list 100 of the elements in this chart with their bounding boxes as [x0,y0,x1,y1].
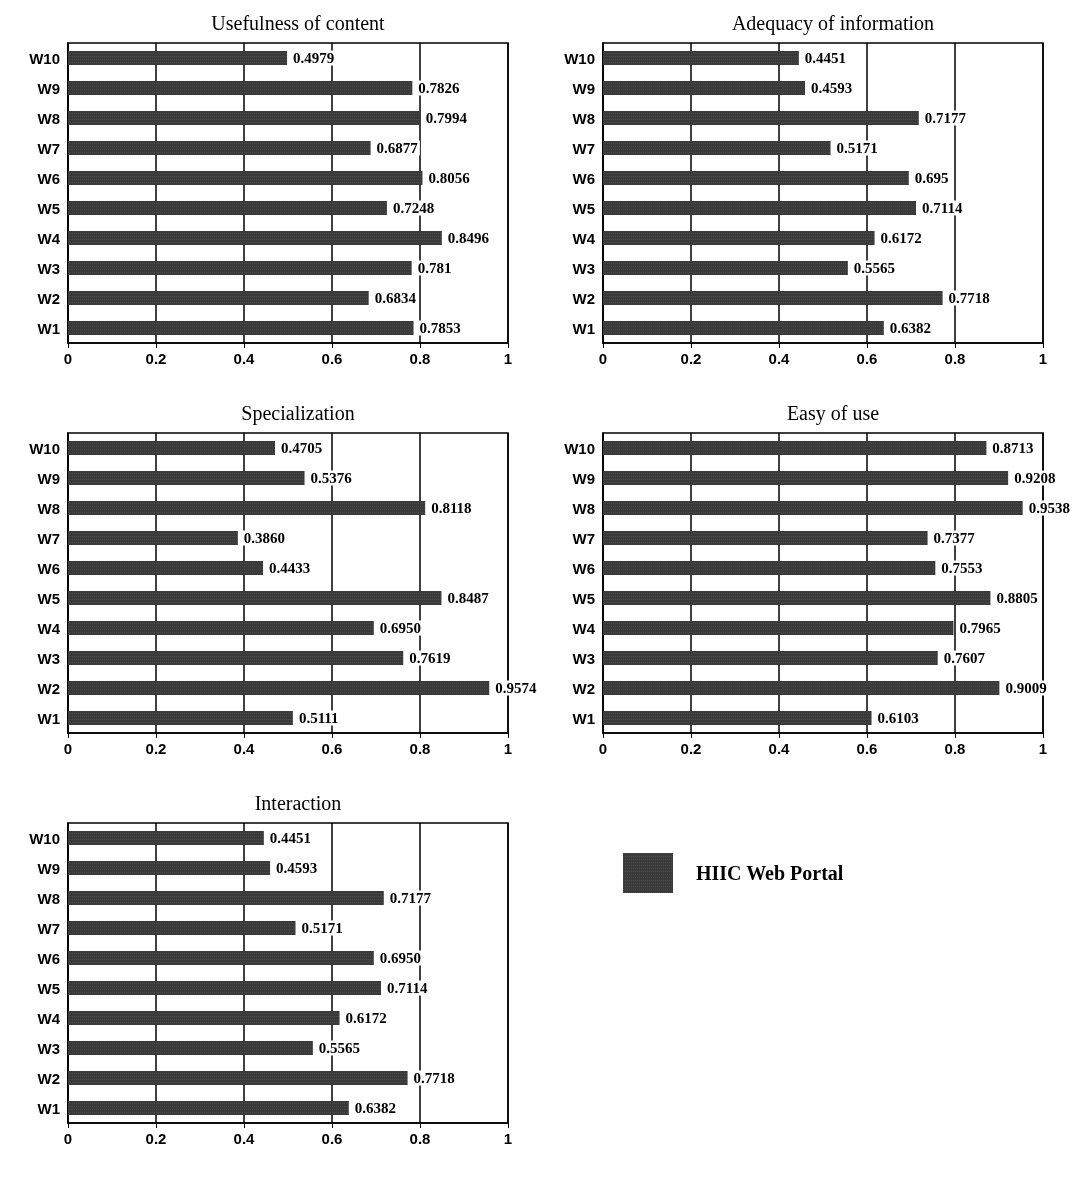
data-label: 0.7177 [924,110,967,126]
data-label: 0.7114 [387,980,428,996]
data-label: 0.7994 [425,110,468,126]
y-tick-label: W2 [37,289,60,307]
chart-title: Specialization [241,402,355,425]
data-label: 0.7607 [943,650,986,666]
data-label: 0.7965 [959,620,1001,636]
y-tick-label: W7 [37,529,60,547]
x-tick-label: 1 [503,1130,513,1147]
y-tick-label: W4 [37,229,61,247]
data-label: 0.8713 [992,440,1034,456]
x-tick-label: 0.8 [409,740,431,757]
x-tick-label: 0.4 [233,350,256,367]
y-tick-label: W3 [572,259,595,277]
x-tick-label: 0.4 [768,740,791,757]
x-tick-label: 0.2 [145,1130,167,1147]
y-tick-label: W9 [37,79,60,97]
y-tick-label: W2 [37,1069,60,1087]
y-tick-label: W5 [572,199,595,217]
data-label: 0.6172 [880,230,922,246]
y-tick-label: W4 [572,229,596,247]
y-tick-label: W6 [572,559,595,577]
y-tick-label: W10 [29,829,60,847]
y-tick-label: W3 [37,259,60,277]
data-label: 0.4433 [269,560,311,576]
y-tick-label: W8 [37,109,60,127]
data-label: 0.9574 [495,680,538,696]
x-tick-label: 0.6 [856,350,878,367]
data-label: 0.7619 [409,650,451,666]
data-label: 0.7248 [392,200,435,216]
y-tick-label: W1 [37,709,60,727]
y-tick-label: W4 [37,619,61,637]
y-tick-label: W1 [37,319,60,337]
data-label: 0.8487 [447,590,490,606]
chart-title: Adequacy of information [731,12,935,35]
x-tick-label: 0.8 [944,740,966,757]
y-tick-label: W7 [572,139,595,157]
y-tick-label: W5 [572,589,595,607]
x-tick-label: 0.6 [321,350,343,367]
x-tick-label: 1 [1038,740,1048,757]
x-tick-label: 0.4 [233,1130,256,1147]
y-tick-label: W10 [564,49,595,67]
data-label: 0.4451 [804,50,847,66]
data-label: 0.5111 [298,710,339,726]
data-label: 0.6382 [354,1100,397,1116]
data-label: 0.8118 [431,500,472,516]
data-label: 0.5565 [318,1040,361,1056]
data-label: 0.5171 [301,920,343,936]
data-label: 0.4593 [811,80,853,96]
y-tick-label: W10 [564,439,595,457]
x-tick-label: 0.6 [856,740,878,757]
y-tick-label: W6 [37,949,60,967]
data-label: 0.6382 [889,320,932,336]
data-label: 0.5565 [853,260,896,276]
data-label: 0.4979 [293,50,335,66]
x-tick-label: 0 [598,350,608,367]
y-tick-label: W2 [572,679,595,697]
data-label: 0.8805 [996,590,1038,606]
y-tick-label: W8 [37,889,60,907]
y-tick-label: W3 [572,649,595,667]
data-label: 0.7718 [413,1070,455,1086]
x-tick-label: 0 [598,740,608,757]
y-tick-label: W3 [37,1039,60,1057]
y-tick-label: W9 [572,469,595,487]
data-label: 0.6950 [379,950,422,966]
y-tick-label: W1 [37,1099,60,1117]
data-label: 0.695 [914,170,949,186]
x-tick-label: 0.2 [145,740,167,757]
x-tick-label: 0 [63,740,73,757]
data-label: 0.9208 [1014,470,1056,486]
data-label: 0.7853 [419,320,461,336]
y-tick-label: W10 [29,49,60,67]
data-label: 0.6877 [376,140,419,156]
y-tick-label: W9 [572,79,595,97]
chart-title: Usefulness of content [211,12,386,34]
y-tick-label: W7 [572,529,595,547]
data-label: 0.7377 [933,530,976,546]
data-label: 0.6103 [877,710,919,726]
data-label: 0.6172 [345,1010,387,1026]
data-label: 0.7553 [941,560,983,576]
y-tick-label: W6 [37,559,60,577]
legend-label: HIIC Web Portal [696,862,844,884]
x-tick-label: 0 [63,350,73,367]
y-tick-label: W1 [572,709,595,727]
y-tick-label: W8 [572,109,595,127]
y-tick-label: W2 [37,679,60,697]
y-tick-label: W5 [37,589,60,607]
x-tick-label: 0.4 [233,740,256,757]
y-tick-label: W6 [37,169,60,187]
x-tick-label: 1 [503,350,513,367]
data-label: 0.8496 [447,230,490,246]
data-label: 0.9538 [1028,500,1070,516]
data-label: 0.9009 [1005,680,1047,696]
y-tick-label: W5 [37,199,60,217]
y-tick-label: W2 [572,289,595,307]
x-tick-label: 0.2 [680,740,702,757]
data-label: 0.6834 [374,290,417,306]
y-tick-label: W3 [37,649,60,667]
data-label: 0.7177 [389,890,432,906]
y-tick-label: W9 [37,469,60,487]
